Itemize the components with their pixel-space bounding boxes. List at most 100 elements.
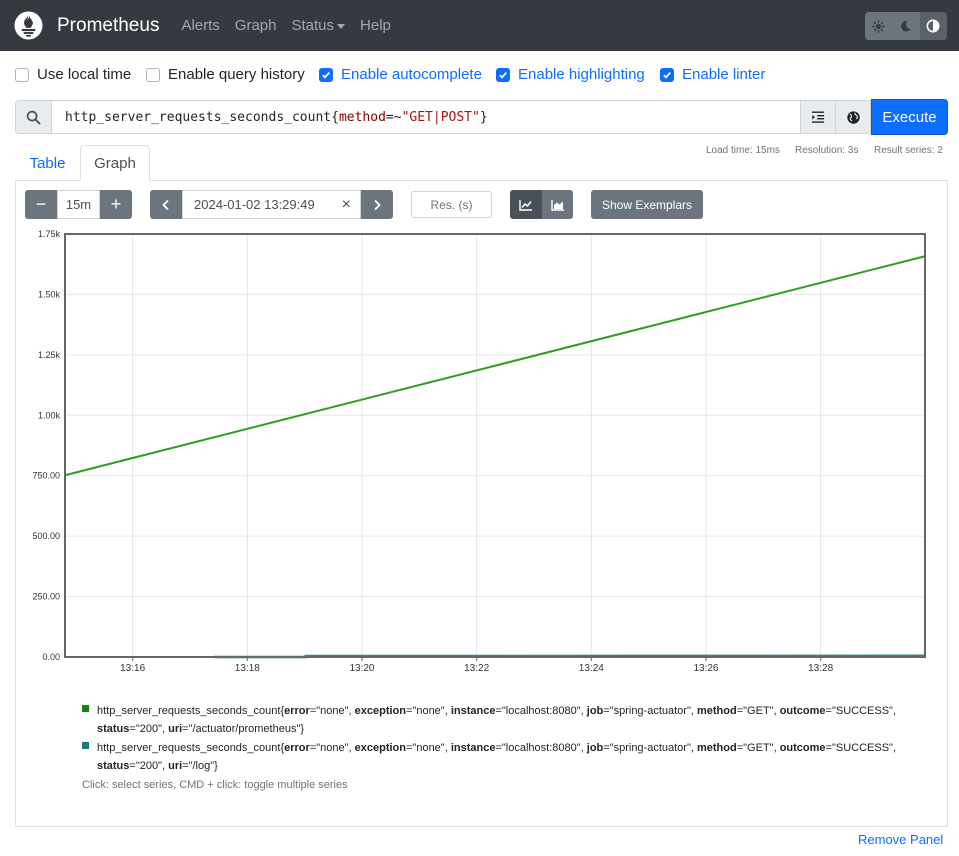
legend-label-key: instance (450, 742, 496, 754)
legend-label-value: ="GET", (736, 705, 780, 717)
option-label: Enable autocomplete (341, 66, 482, 83)
metrics-explorer-button[interactable] (835, 100, 871, 134)
execute-button[interactable]: Execute (871, 99, 948, 135)
plot-area (65, 234, 925, 657)
checkbox[interactable] (15, 67, 29, 82)
checkbox-checked[interactable] (660, 67, 674, 82)
navbar: Prometheus Alerts Graph Status Help (0, 0, 959, 51)
legend-label-value: ="200", (129, 723, 169, 735)
check-icon (322, 71, 330, 79)
legend-label-key: uri (168, 760, 183, 772)
legend-label-key: exception (354, 705, 406, 717)
legend-item[interactable]: http_server_requests_seconds_count{error… (82, 702, 922, 738)
chevron-down-icon (337, 23, 346, 29)
checkbox-checked[interactable] (496, 67, 510, 82)
tab-graph[interactable]: Graph (80, 145, 150, 181)
y-tick-label: 1.00k (38, 410, 61, 420)
brand[interactable]: Prometheus (14, 11, 159, 40)
search-icon (26, 110, 41, 125)
legend-metric-name: http_server_requests_seconds_count{ (97, 742, 285, 754)
format-query-button[interactable] (800, 100, 836, 134)
next-time-button[interactable] (361, 190, 393, 219)
legend-label-value: ="none", (406, 705, 451, 717)
check-icon (663, 71, 671, 79)
line-chart-icon (519, 199, 532, 211)
legend-label-key: status (97, 723, 130, 735)
query-operator: =~ (385, 109, 402, 125)
legend-label-value: ="GET", (736, 742, 780, 754)
remove-panel-link[interactable]: Remove Panel (858, 832, 944, 847)
nav-alerts[interactable]: Alerts (181, 17, 220, 34)
y-tick-label: 0.00 (42, 652, 60, 662)
checkbox[interactable] (146, 67, 160, 82)
increase-range-button[interactable]: + (100, 190, 132, 219)
stacked-chart-button[interactable] (542, 190, 573, 219)
option-enable-autocomplete[interactable]: Enable autocomplete (319, 66, 482, 83)
decrease-range-button[interactable]: − (25, 190, 57, 219)
option-use-local-time[interactable]: Use local time (15, 66, 131, 83)
prometheus-logo-icon (14, 11, 43, 40)
checkbox-checked[interactable] (319, 67, 333, 82)
legend-swatch (82, 705, 89, 712)
series-line-1[interactable] (64, 255, 926, 477)
search-addon (15, 100, 52, 134)
option-enable-highlighting[interactable]: Enable highlighting (496, 66, 645, 83)
resolution-input[interactable]: Res. (s) (411, 191, 492, 218)
legend-label-value: ="spring-actuator", (603, 742, 697, 754)
y-tick-label: 1.25k (38, 350, 61, 360)
legend-label-key: job (586, 742, 604, 754)
legend-label-key: instance (450, 705, 496, 717)
option-enable-query-history[interactable]: Enable query history (146, 66, 305, 83)
legend-label-value: ="none", (309, 742, 355, 754)
end-time-input[interactable]: 2024-01-02 13:29:49 × (182, 190, 361, 219)
option-label: Enable highlighting (518, 66, 645, 83)
query-label-name: method (338, 109, 386, 125)
query-metric: http_server_requests_seconds_count (65, 109, 332, 125)
sun-icon (872, 19, 886, 33)
legend-label-key: exception (354, 742, 406, 754)
legend-label-key: uri (168, 723, 183, 735)
x-tick-label: 13:26 (693, 663, 718, 674)
chevron-right-icon (374, 199, 381, 210)
range-input[interactable]: 15m (57, 190, 100, 219)
theme-auto-button[interactable] (919, 12, 947, 40)
legend-label-key: job (586, 705, 604, 717)
legend-label-key: outcome (779, 705, 826, 717)
legend-label-value: ="/log"} (182, 760, 218, 772)
query-label-value: "GET|POST" (401, 109, 480, 125)
clear-time-icon[interactable]: × (341, 195, 351, 213)
query-brace-close: } (479, 109, 488, 125)
legend-label-value: ="200", (129, 760, 169, 772)
x-tick-label: 13:16 (120, 663, 145, 674)
x-tick-label: 13:28 (808, 663, 833, 674)
previous-time-button[interactable] (150, 190, 182, 219)
tab-table[interactable]: Table (29, 154, 66, 172)
load-time: Load time: 15ms (706, 145, 780, 156)
theme-light-button[interactable] (865, 12, 892, 40)
theme-dark-button[interactable] (892, 12, 919, 40)
check-icon (499, 71, 507, 79)
legend-label-key: status (97, 760, 130, 772)
legend-label-value: ="SUCCESS", (825, 742, 896, 754)
chevron-left-icon (162, 199, 169, 210)
nav-status[interactable]: Status (292, 17, 346, 34)
graph-chart[interactable]: 1.75k 1.50k 1.25k 1.00k 750.00 500.00 250.00 0.… (15, 225, 935, 675)
resolution-placeholder: Res. (s) (430, 197, 473, 212)
option-label: Use local time (37, 66, 132, 83)
option-label: Enable query history (168, 66, 305, 83)
line-chart-button[interactable] (510, 190, 542, 219)
legend-swatch (82, 742, 89, 749)
legend-item[interactable]: http_server_requests_seconds_count{error… (82, 739, 922, 775)
nav-help[interactable]: Help (360, 17, 391, 34)
y-tick-label: 500.00 (32, 531, 60, 541)
x-tick-label: 13:22 (464, 663, 489, 674)
x-tick-label: 13:18 (235, 663, 260, 674)
globe-icon (846, 110, 860, 124)
indent-icon (811, 111, 825, 123)
legend-label-value: ="spring-actuator", (603, 705, 697, 717)
show-exemplars-button[interactable]: Show Exemplars (591, 190, 703, 219)
option-enable-linter[interactable]: Enable linter (660, 66, 765, 83)
query-input[interactable]: http_server_requests_seconds_count{metho… (51, 100, 801, 134)
brand-name: Prometheus (57, 14, 160, 36)
nav-graph[interactable]: Graph (234, 17, 277, 34)
